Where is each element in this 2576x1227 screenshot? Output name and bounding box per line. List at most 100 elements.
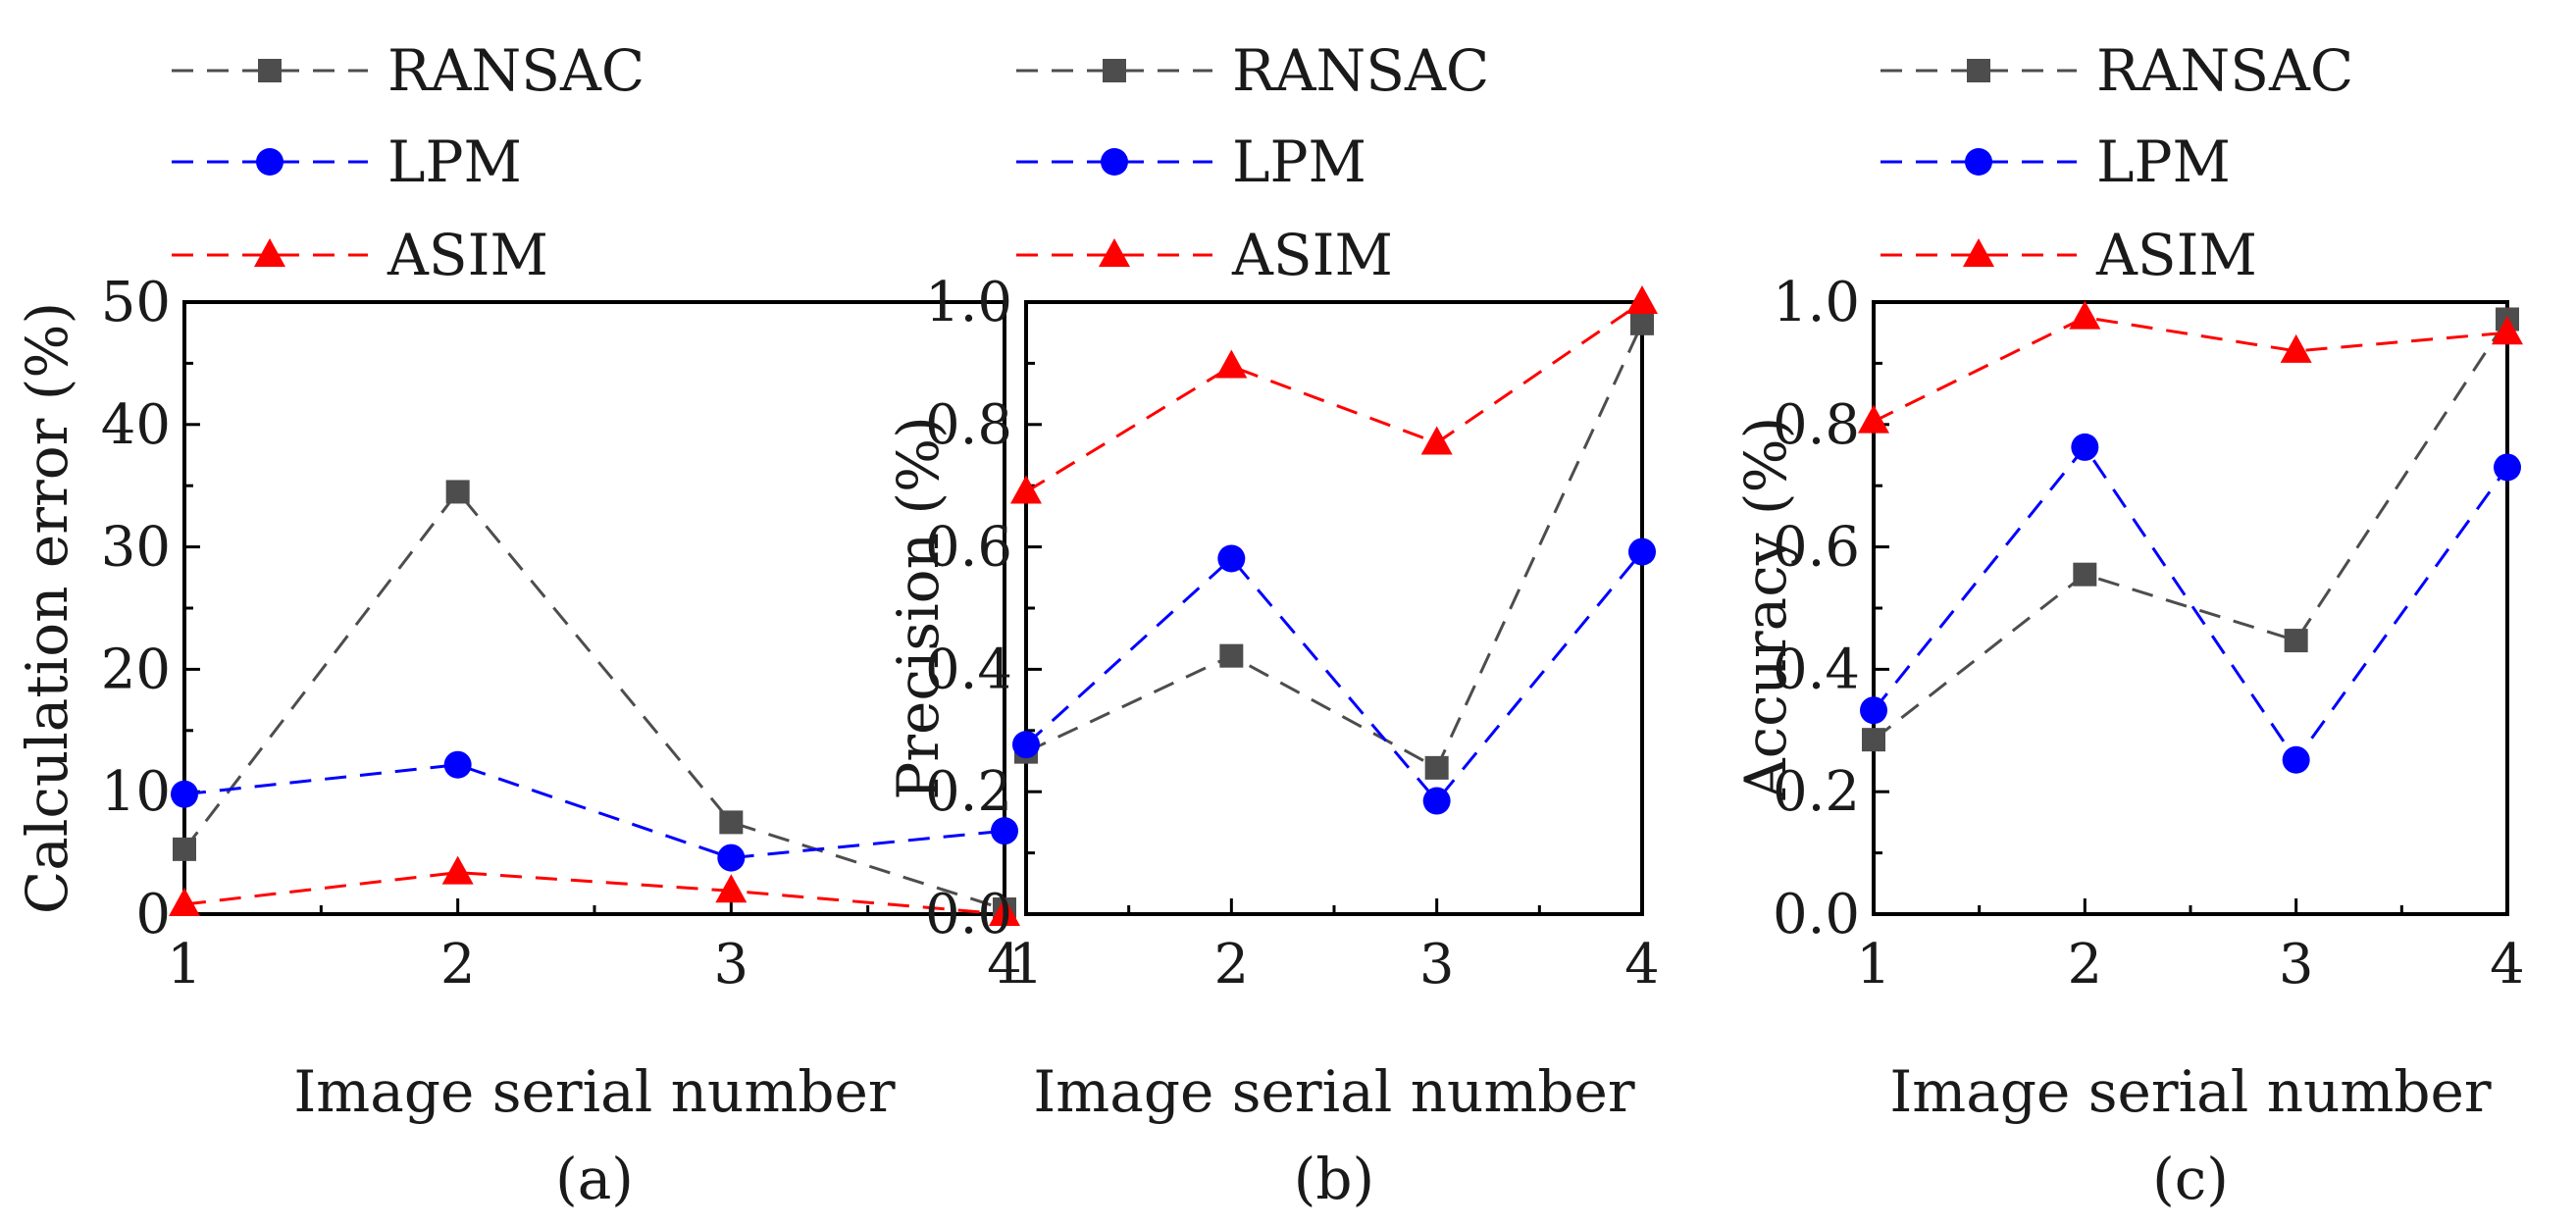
- y-tick-label: 30: [101, 516, 171, 580]
- x-tick-label: 3: [2279, 933, 2314, 997]
- legend-marker-square: [1103, 59, 1126, 82]
- data-point-lpm-1: [1012, 731, 1040, 759]
- data-point-ransac-3: [1424, 755, 1449, 780]
- legend-item-asim: ASIM: [172, 222, 548, 288]
- data-point-asim-1: [169, 888, 200, 917]
- panel-caption: (a): [555, 1146, 634, 1212]
- legend-label: RANSAC: [2096, 37, 2353, 104]
- data-point-ransac-4: [1630, 311, 1654, 335]
- legend-marker-triangle: [1099, 238, 1130, 267]
- x-tick-label: 2: [440, 933, 476, 997]
- series-line-asim: [183, 871, 1005, 916]
- data-point-lpm-4: [2494, 453, 2521, 482]
- y-tick-label: 50: [101, 271, 171, 334]
- y-tick-label: 0.6: [925, 516, 1012, 580]
- legend-item-asim: ASIM: [1016, 222, 1393, 288]
- data-point-lpm-3: [717, 844, 746, 872]
- panel-caption: (b): [1294, 1146, 1374, 1212]
- legend-marker-circle: [1101, 148, 1128, 176]
- data-point-lpm-1: [1860, 696, 1887, 725]
- y-tick-label: 0.4: [1773, 638, 1860, 701]
- data-point-ransac-3: [719, 810, 744, 835]
- y-tick-label: 0.8: [1773, 393, 1860, 457]
- y-tick-label: 1.0: [1773, 271, 1860, 334]
- x-tick-label: 4: [987, 933, 1022, 997]
- series-line-lpm: [183, 763, 1005, 860]
- x-axis-title: Image serial number: [1033, 1058, 1634, 1125]
- x-tick-label: 2: [1214, 933, 1250, 997]
- plot-frame: [182, 300, 1006, 916]
- data-point-lpm-4: [1628, 537, 1656, 566]
- data-point-ransac-2: [1219, 643, 1244, 668]
- legend-item-ransac: RANSAC: [1880, 37, 2353, 104]
- x-tick-label: 1: [1008, 933, 1044, 997]
- y-tick-label: 10: [101, 760, 171, 824]
- legend-label: ASIM: [2095, 222, 2257, 288]
- data-point-asim-3: [1420, 426, 1453, 455]
- y-tick-label: 0: [135, 883, 171, 946]
- series-line-lpm: [1872, 444, 2509, 763]
- legend-label: RANSAC: [1232, 37, 1489, 104]
- legend-item-lpm: LPM: [1016, 128, 1366, 195]
- data-point-asim-2: [441, 855, 474, 885]
- y-tick-label: 0.0: [1773, 883, 1860, 946]
- chart-panel-1: RANSAC LPM ASIM 0 10 20 30 40 50 1 2 3 4 Image serial…: [14, 37, 1022, 1212]
- x-axis-title: Image serial number: [1889, 1058, 2491, 1125]
- legend-marker-circle: [1965, 148, 1992, 176]
- y-tick-label: 0.8: [925, 393, 1012, 457]
- data-point-ransac-1: [173, 837, 196, 861]
- legend-marker-square: [258, 59, 282, 82]
- legend-marker-triangle: [254, 238, 285, 267]
- legend-item-ransac: RANSAC: [1016, 37, 1489, 104]
- legend-label: LPM: [1232, 128, 1366, 195]
- data-point-ransac-1: [1862, 728, 1885, 752]
- data-point-lpm-2: [2071, 433, 2099, 461]
- plot-frame: [1024, 300, 1644, 916]
- legend-item-lpm: LPM: [1880, 128, 2231, 195]
- legend-label: LPM: [387, 128, 522, 195]
- y-tick-label: 40: [101, 393, 171, 457]
- data-point-lpm-3: [2282, 745, 2310, 774]
- legend-marker-triangle: [1963, 238, 1994, 267]
- y-axis-title: Precision (%): [885, 416, 952, 800]
- data-point-ransac-2: [445, 480, 470, 504]
- data-point-asim-3: [715, 874, 747, 903]
- panel-caption: (c): [2152, 1146, 2229, 1212]
- data-point-asim-2: [2069, 300, 2101, 330]
- legend-label: LPM: [2096, 128, 2231, 195]
- data-point-ransac-3: [2284, 629, 2308, 653]
- data-point-lpm-2: [443, 750, 472, 779]
- plot-frame: [1872, 300, 2509, 916]
- y-axis-title: Accuracy (%): [1732, 417, 1799, 801]
- x-tick-label: 3: [1419, 933, 1455, 997]
- x-tick-label: 4: [2490, 933, 2525, 997]
- x-tick-label: 2: [2068, 933, 2103, 997]
- legend-item-ransac: RANSAC: [172, 37, 644, 104]
- x-axis-title: Image serial number: [293, 1058, 895, 1125]
- y-tick-label: 20: [101, 638, 171, 701]
- y-axis-title: Calculation error (%): [14, 302, 80, 914]
- y-tick-label: 0.4: [925, 638, 1012, 701]
- data-point-asim-4: [1626, 285, 1658, 314]
- series-line-ransac: [1025, 323, 1644, 770]
- data-point-lpm-1: [171, 780, 198, 808]
- legend-marker-circle: [256, 148, 283, 176]
- data-point-ransac-2: [2073, 562, 2097, 587]
- x-tick-label: 4: [1624, 933, 1660, 997]
- legend-label: RANSAC: [387, 37, 644, 104]
- series-line-asim: [1025, 300, 1643, 493]
- x-tick-label: 1: [1856, 933, 1891, 997]
- x-tick-label: 1: [167, 933, 202, 997]
- y-tick-label: 0.6: [1773, 516, 1860, 580]
- y-tick-label: 0.0: [925, 883, 1012, 946]
- data-point-lpm-2: [1217, 544, 1246, 573]
- data-point-lpm-3: [1422, 787, 1451, 815]
- data-point-asim-4: [2492, 316, 2523, 345]
- data-point-asim-1: [1010, 475, 1042, 504]
- y-tick-label: 0.2: [1773, 760, 1860, 824]
- data-point-asim-3: [2280, 333, 2312, 363]
- data-point-asim-2: [1215, 349, 1248, 379]
- series-line-ransac: [182, 489, 1005, 911]
